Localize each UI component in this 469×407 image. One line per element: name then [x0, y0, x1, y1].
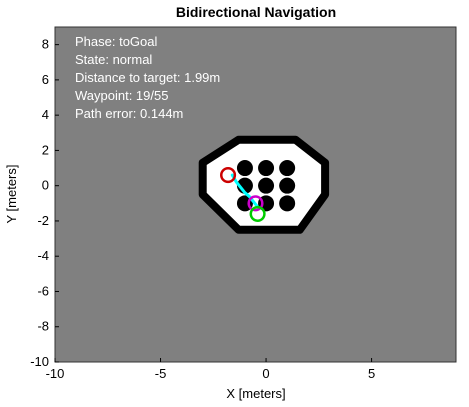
status-phase: Phase: toGoal — [75, 34, 157, 49]
path-layer — [230, 173, 260, 209]
start-marker — [220, 167, 237, 184]
y-tick-label: 4 — [42, 107, 49, 122]
pillar-obstacle — [236, 160, 253, 177]
y-tick-label: -4 — [37, 248, 49, 263]
goal-marker — [249, 205, 266, 222]
y-tick-label: -8 — [37, 319, 49, 334]
pillar-obstacle — [258, 160, 275, 177]
status-path-error: Path error: 0.144m — [75, 106, 183, 121]
status-waypoint: Waypoint: 19/55 — [75, 88, 168, 103]
x-axis-ticks: -10 -5 0 5 — [46, 358, 375, 381]
robot-marker — [247, 195, 264, 212]
y-tick-label: 0 — [42, 178, 49, 193]
planned-path — [230, 173, 260, 209]
status-state: State: normal — [75, 52, 152, 67]
x-tick-label: 0 — [262, 366, 269, 381]
x-tick-label: -5 — [155, 366, 167, 381]
y-tick-label: -2 — [37, 213, 49, 228]
map-layer — [198, 135, 330, 234]
y-tick-label: -6 — [37, 283, 49, 298]
pillar-obstacle — [279, 160, 296, 177]
y-tick-label: -10 — [30, 354, 49, 369]
pillar-obstacle — [279, 195, 296, 212]
y-tick-label: 6 — [42, 72, 49, 87]
x-tick-label: 5 — [368, 366, 375, 381]
pillar-obstacle — [258, 177, 275, 194]
marker-layer — [220, 167, 266, 222]
y-tick-label: 8 — [42, 37, 49, 52]
status-overlay: Phase: toGoal State: normal Distance to … — [75, 34, 220, 121]
x-tick-label: -10 — [46, 366, 65, 381]
y-axis-ticks: -10 -8 -6 -4 -2 0 2 4 6 8 — [30, 37, 59, 369]
y-axis-label: Y [meters] — [4, 164, 19, 223]
plot-title: Bidirectional Navigation — [176, 4, 336, 20]
pillar-obstacle — [279, 177, 296, 194]
x-axis-label: X [meters] — [226, 386, 285, 401]
status-distance: Distance to target: 1.99m — [75, 70, 220, 85]
y-tick-label: 2 — [42, 142, 49, 157]
